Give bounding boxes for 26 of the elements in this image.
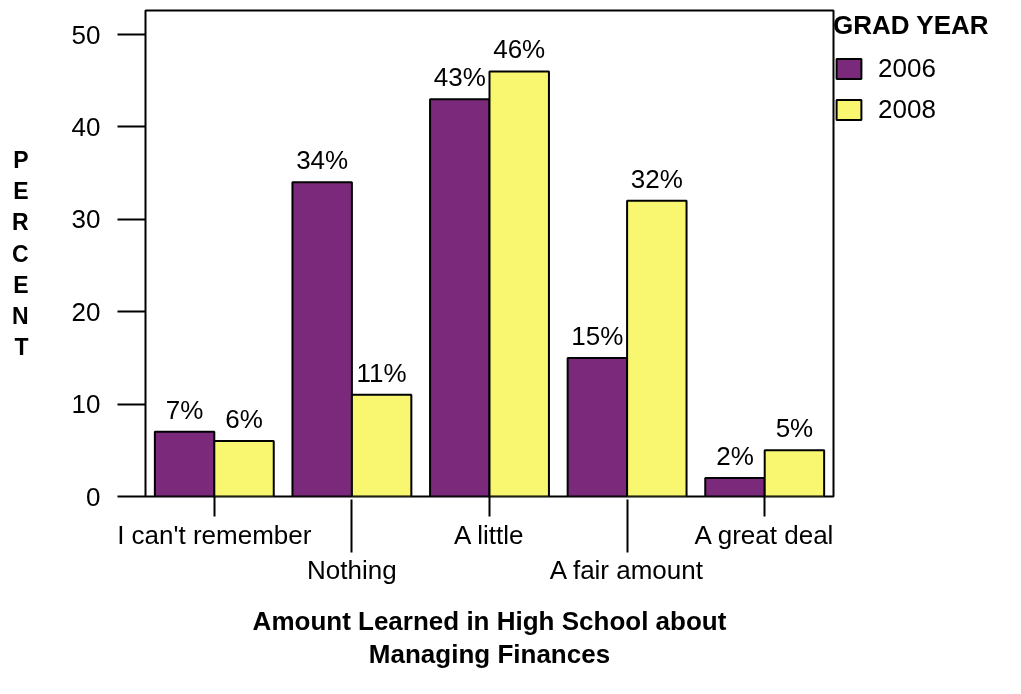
data-label: 43% [433, 62, 486, 93]
data-label: 7% [165, 394, 204, 425]
x-tick-label: Nothing [307, 554, 397, 585]
data-label: 46% [493, 34, 546, 65]
x-tick-label: A little [454, 519, 524, 550]
y-axis-title: PERCENT [11, 146, 29, 361]
data-label: 2% [716, 441, 754, 472]
y-tick-label: 50 [71, 19, 101, 50]
x-tick-label: I can't remember [117, 519, 312, 550]
data-label: 15% [571, 320, 624, 351]
y-tick-label: 10 [71, 389, 101, 420]
legend-label: 2006 [878, 53, 936, 84]
data-label: 32% [630, 163, 683, 194]
x-tick-label: A fair amount [549, 554, 704, 585]
legend-label: 2008 [878, 94, 936, 125]
y-tick-label: 30 [71, 204, 101, 235]
data-label: 11% [356, 357, 407, 388]
x-tick-label: A great deal [694, 519, 834, 550]
data-label: 6% [225, 404, 263, 435]
y-tick-label: 40 [71, 111, 101, 142]
legend-title: GRAD YEAR [833, 10, 989, 41]
data-label: 5% [775, 413, 814, 444]
y-tick-label: 20 [71, 296, 101, 327]
data-label: 34% [296, 145, 349, 176]
x-axis-title: Amount Learned in High School about Managing Finances [252, 605, 727, 669]
y-tick-label: 0 [86, 481, 101, 512]
